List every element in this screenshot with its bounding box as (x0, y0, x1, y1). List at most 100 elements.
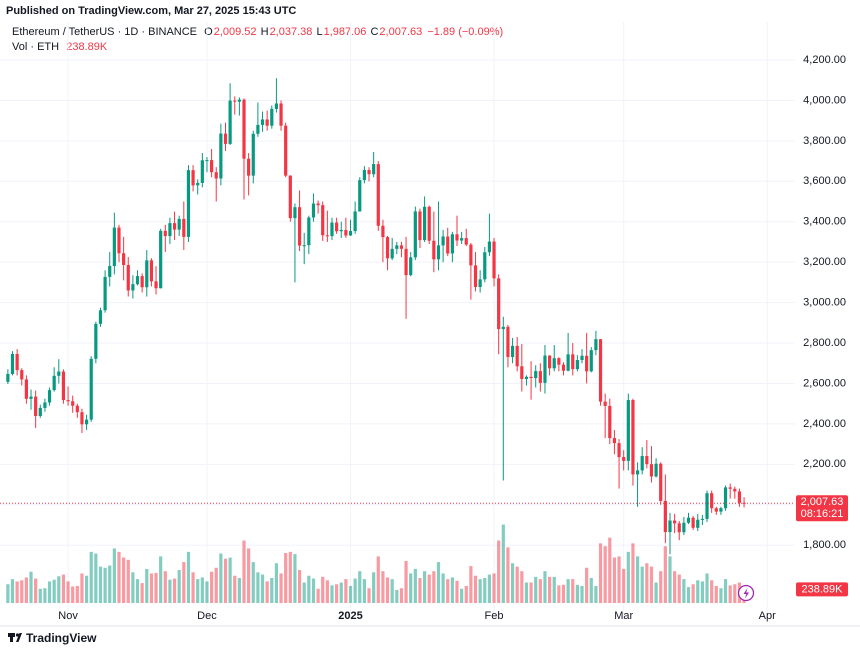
volume-bar (89, 551, 93, 603)
candle-body (321, 205, 325, 236)
candle-body (737, 491, 742, 503)
volume-bar (733, 584, 737, 603)
candle-body (409, 257, 413, 276)
candle-body (645, 456, 649, 465)
candle-body (617, 443, 621, 458)
candle-body (297, 207, 302, 246)
volume-bar (543, 571, 547, 603)
volume-bar (534, 576, 538, 603)
y-tick-label: 2,200.00 (803, 458, 846, 470)
volume-bar (265, 581, 269, 603)
volume-bar (520, 571, 524, 603)
volume-bar (270, 578, 274, 603)
volume-bar (557, 585, 561, 603)
volume-bar (589, 578, 593, 603)
volume-bar (552, 576, 556, 603)
candle-body (348, 231, 353, 236)
candle-body (112, 227, 116, 267)
candle-body (483, 252, 487, 280)
candle-body (358, 180, 362, 212)
volume-bar (196, 579, 200, 603)
candle-body (469, 244, 473, 266)
volume-bar (38, 588, 42, 603)
candle-body (418, 211, 422, 241)
volume-bar (154, 572, 158, 603)
candle-body (247, 158, 251, 176)
candle-body (47, 390, 52, 403)
volume-bar (478, 579, 482, 603)
volume-bar (617, 556, 621, 603)
candle-body (432, 240, 436, 260)
candle-body (714, 508, 718, 512)
volume-bar (603, 546, 607, 603)
x-tick-label: Feb (485, 610, 504, 622)
candle-body (265, 119, 269, 126)
ohlc: O2,009.52 H2,037.38 L1,987.06 C2,007.63 (204, 26, 426, 38)
volume-bar (24, 577, 28, 603)
candle-body (691, 517, 695, 528)
volume-bar (6, 584, 10, 603)
volume-bar (515, 566, 519, 603)
y-tick-label: 2,800.00 (803, 337, 846, 349)
volume-bar (598, 543, 603, 603)
candle-body (659, 463, 663, 501)
candle-body (117, 227, 121, 254)
candle-body (43, 402, 47, 408)
candle-body (98, 310, 103, 324)
candle-body (293, 207, 297, 219)
volume-bar (108, 565, 112, 603)
candle-body (256, 124, 260, 134)
volume-bar (538, 579, 542, 603)
candle-body (589, 350, 593, 372)
volume-bar (723, 579, 728, 603)
volume-bar (335, 584, 339, 603)
candle-body (608, 405, 612, 439)
volume-bar (20, 580, 24, 603)
candle-body (436, 245, 441, 260)
candle-body (126, 265, 130, 291)
volume-bar (103, 567, 107, 603)
volume-bar (575, 584, 579, 603)
volume-bar (626, 551, 630, 603)
candle-body (335, 222, 339, 232)
candle-body (580, 355, 584, 361)
volume-bar (71, 586, 75, 603)
candle-body (270, 108, 274, 126)
volume-bar (274, 563, 279, 603)
volume-bar (15, 581, 19, 603)
volume-bar (561, 584, 566, 603)
candle-body (260, 119, 265, 125)
ohlc-key: L (316, 26, 323, 38)
legend-main: Ethereum / TetherUS · 1D · BINANCE O2,00… (12, 26, 504, 38)
x-tick-label: Nov (58, 610, 78, 622)
volume-bar (381, 571, 385, 603)
candle-body (700, 518, 704, 520)
candle-body (566, 354, 570, 371)
volume-bar (191, 572, 195, 603)
candle-body (29, 396, 33, 399)
candle-body (228, 100, 232, 144)
ohlc-key: C (370, 26, 379, 38)
x-tick-label: Dec (197, 610, 217, 622)
replay-icon[interactable] (737, 584, 755, 602)
candle-body (209, 160, 214, 173)
candle-body (682, 522, 686, 533)
candle-body (94, 323, 98, 359)
y-tick-label: 2,600.00 (803, 377, 846, 389)
candle-body (288, 175, 292, 219)
volume-bar (98, 566, 103, 603)
candle-body (186, 170, 191, 237)
candle-body (34, 396, 38, 417)
volume-bar (200, 577, 204, 603)
volume-bar (585, 567, 589, 603)
volume-bar (691, 584, 695, 603)
volume-bar (321, 576, 325, 603)
volume-bar (260, 574, 265, 603)
candle-body (376, 164, 380, 226)
candle-body (654, 463, 658, 477)
candle-body (455, 234, 459, 241)
volume-bar (372, 572, 376, 603)
candle-body (520, 366, 524, 380)
candle-body (381, 225, 385, 238)
volume-bar (686, 587, 691, 603)
